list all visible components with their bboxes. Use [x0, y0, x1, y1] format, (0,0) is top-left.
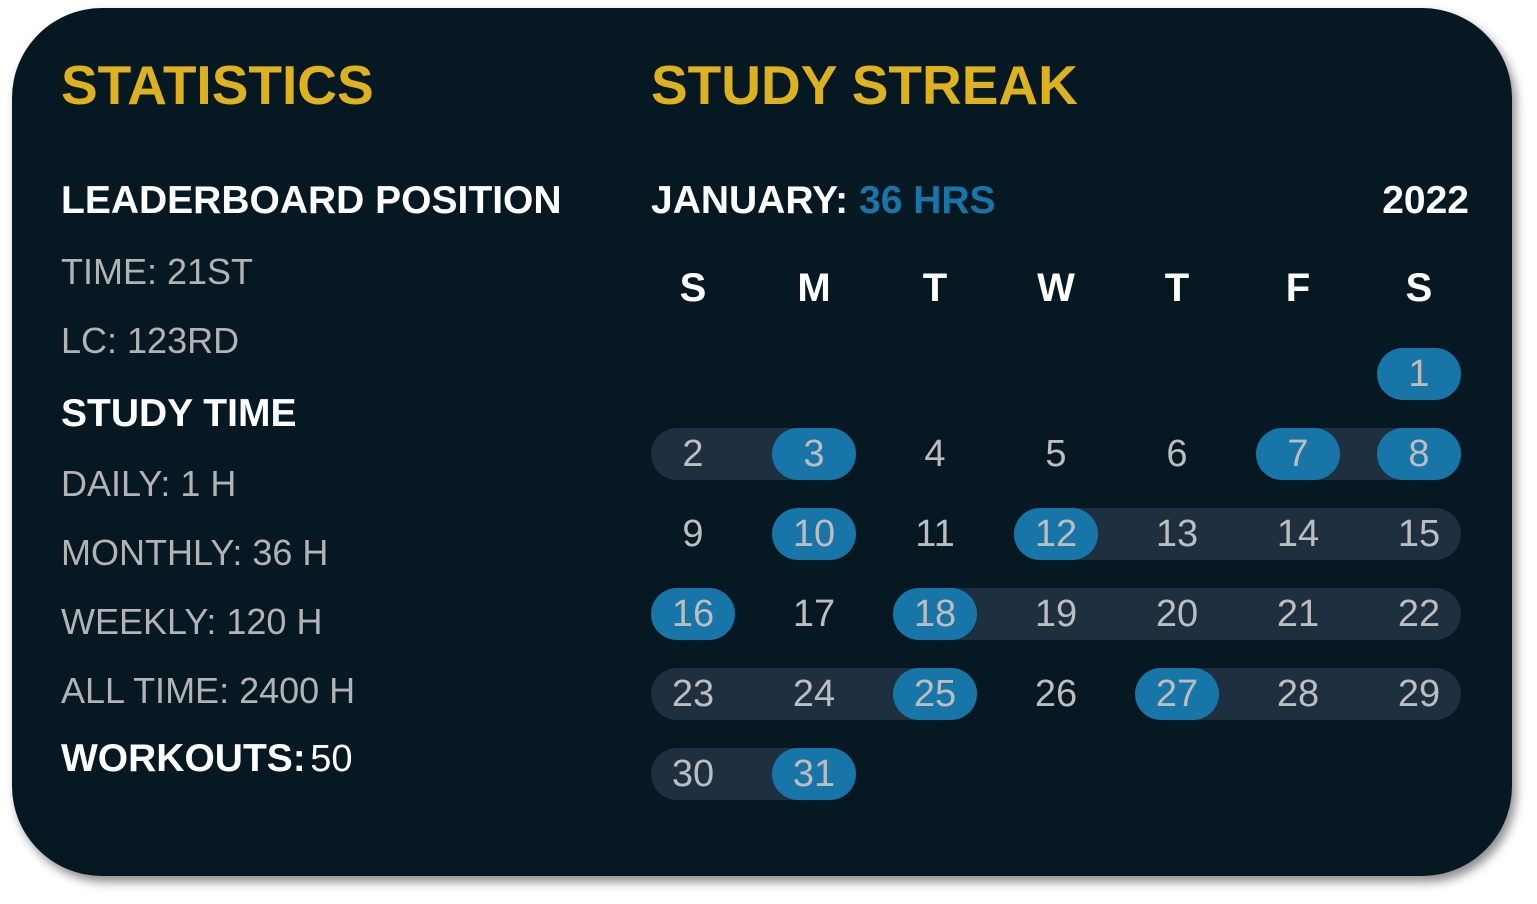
- leaderboard-time: TIME: 21ST: [61, 251, 254, 292]
- calendar-day[interactable]: 17: [792, 593, 836, 635]
- calendar-day[interactable]: 26: [1034, 673, 1078, 715]
- weekday-header: S: [1405, 266, 1433, 310]
- year-label: 2022: [1382, 179, 1469, 222]
- calendar-day[interactable]: 5: [1045, 433, 1067, 475]
- weekday-header: T: [922, 266, 948, 310]
- study-streak-title: STUDY STREAK: [651, 54, 1078, 116]
- highlighted-day-marker: [1377, 348, 1461, 400]
- study-time-weekly: WEEKLY: 120 H: [61, 601, 323, 642]
- workouts: WORKOUTS: 50: [61, 739, 353, 778]
- calendar-day[interactable]: 21: [1276, 593, 1320, 635]
- calendar-day[interactable]: 8: [1408, 433, 1430, 475]
- weekday-header: T: [1164, 266, 1190, 310]
- study-time-daily: DAILY: 1 H: [61, 463, 237, 504]
- calendar-day[interactable]: 9: [682, 513, 704, 555]
- calendar-day[interactable]: 18: [913, 593, 957, 635]
- calendar-day[interactable]: 14: [1276, 513, 1320, 555]
- weekday-header: M: [797, 266, 831, 310]
- month-hours: 36 HRS: [859, 179, 996, 222]
- highlighted-day-marker: [893, 588, 977, 640]
- calendar-day[interactable]: 20: [1155, 593, 1199, 635]
- highlighted-day-marker: [772, 748, 856, 800]
- highlighted-day-marker: [772, 508, 856, 560]
- month-label: JANUARY:: [651, 179, 849, 222]
- weekday-header: W: [1037, 266, 1075, 310]
- calendar-day[interactable]: 25: [913, 673, 957, 715]
- calendar-day[interactable]: 2: [682, 433, 704, 475]
- calendar-day[interactable]: 6: [1166, 433, 1188, 475]
- calendar-day[interactable]: 27: [1155, 673, 1199, 715]
- workouts-label: WORKOUTS:: [61, 737, 306, 780]
- calendar-day[interactable]: 29: [1397, 673, 1441, 715]
- streak-range: [893, 588, 1461, 640]
- statistics-title: STATISTICS: [61, 54, 374, 116]
- calendar-day[interactable]: 24: [792, 673, 836, 715]
- calendar-day[interactable]: 23: [671, 673, 715, 715]
- calendar-day[interactable]: 3: [803, 433, 825, 475]
- calendar-day[interactable]: 28: [1276, 673, 1320, 715]
- leaderboard-heading: LEADERBOARD POSITION: [61, 179, 562, 222]
- weekday-header: S: [679, 266, 707, 310]
- calendar-day[interactable]: 4: [924, 433, 946, 475]
- calendar-day[interactable]: 13: [1155, 513, 1199, 555]
- study-time-heading: STUDY TIME: [61, 392, 297, 435]
- highlighted-day-marker: [1014, 508, 1098, 560]
- calendar-day[interactable]: 31: [792, 753, 836, 795]
- calendar-day[interactable]: 22: [1397, 593, 1441, 635]
- calendar-day[interactable]: 30: [671, 753, 715, 795]
- highlighted-day-marker: [1135, 668, 1219, 720]
- highlighted-day-marker: [772, 428, 856, 480]
- calendar-day[interactable]: 19: [1034, 593, 1078, 635]
- leaderboard-lc: LC: 123RD: [61, 320, 240, 361]
- highlighted-day-marker: [1377, 428, 1461, 480]
- weekday-header: F: [1285, 266, 1311, 310]
- calendar-day[interactable]: 7: [1287, 433, 1309, 475]
- calendar-day[interactable]: 1: [1408, 353, 1430, 395]
- highlighted-day-marker: [1256, 428, 1340, 480]
- workouts-value: 50: [310, 738, 353, 780]
- month-header: JANUARY: 36 HRS: [651, 181, 996, 220]
- calendar-day[interactable]: 10: [792, 513, 836, 555]
- study-time-monthly: MONTHLY: 36 H: [61, 532, 329, 573]
- highlighted-day-marker: [651, 588, 735, 640]
- calendar-day[interactable]: 16: [671, 593, 715, 635]
- study-time-all-time: ALL TIME: 2400 H: [61, 670, 356, 711]
- calendar-day[interactable]: 15: [1397, 513, 1441, 555]
- calendar-day[interactable]: 12: [1034, 513, 1078, 555]
- calendar-day[interactable]: 11: [915, 513, 955, 555]
- highlighted-day-marker: [893, 668, 977, 720]
